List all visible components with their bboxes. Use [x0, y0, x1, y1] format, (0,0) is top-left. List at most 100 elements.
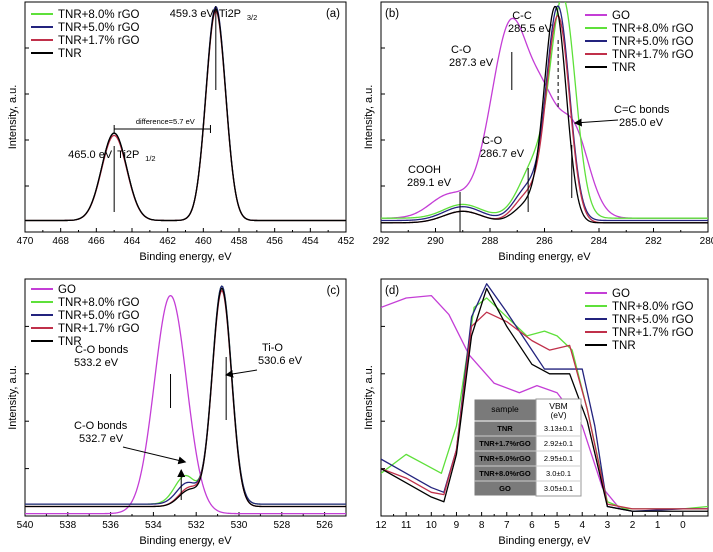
table-header-cell: sample — [491, 404, 519, 414]
peak-annotation: 285.5 eV — [508, 23, 553, 35]
table-cell-value: 3.05±0.1 — [544, 484, 573, 493]
x-tick-label: 538 — [59, 520, 76, 531]
peak-annotation: 289.1 eV — [407, 177, 452, 189]
x-tick-label: 1 — [655, 520, 661, 531]
peak-annotation: C=C bonds — [614, 104, 670, 116]
x-tick-label: 4 — [579, 520, 585, 531]
table-cell-value: 2.92±0.1 — [544, 439, 573, 448]
legend-entry: TNR+5.0% rGO — [612, 314, 694, 326]
x-tick-label: 456 — [266, 236, 283, 247]
peak-annotation: Ti-O — [262, 342, 283, 354]
peak-annotation: 287.3 eV — [449, 57, 494, 69]
x-tick-label: 5 — [554, 520, 560, 531]
table-header-cell: (eV) — [550, 410, 566, 420]
legend-entry: TNR+5.0% rGO — [58, 310, 140, 322]
peak-annotation: 532.7 eV — [79, 433, 124, 445]
peak-annotation: 465.0 eV — [68, 149, 113, 161]
difference-annotation: difference=5.7 eV — [136, 117, 195, 126]
peak-annotation: C-O bonds — [75, 344, 129, 356]
table-cell-sample: TNR+1.7%rGO — [479, 439, 531, 448]
legend-entry: TNR+8.0% rGO — [612, 23, 694, 35]
x-tick-label: 452 — [338, 236, 355, 247]
plot-frame — [24, 278, 347, 517]
x-axis-label: Binding energy, eV — [139, 535, 232, 547]
x-tick-label: 464 — [124, 236, 141, 247]
peak-annotation: 285.0 eV — [619, 117, 664, 129]
legend-entry: TNR+5.0% rGO — [58, 22, 140, 34]
table-cell-value: 3.13±0.1 — [544, 424, 573, 433]
legend-entry: TNR — [58, 336, 82, 348]
table-cell-value: 2.95±0.1 — [544, 454, 573, 463]
series-line-tnr-5-0-rgo — [381, 5, 708, 222]
x-tick-label: 0 — [680, 520, 686, 531]
peak-annotation: COOH — [408, 164, 441, 176]
y-axis-label: Intensity, a.u. — [7, 365, 19, 430]
panel-b: 292 290 288 286 284 282 280 Binding energy, eV I… — [363, 1, 713, 263]
x-tick-label: 284 — [591, 236, 608, 247]
x-tick-label: 3 — [605, 520, 611, 531]
x-tick-label: 470 — [17, 236, 34, 247]
x-tick-label: 286 — [536, 236, 553, 247]
legend-entry: TNR+1.7% rGO — [58, 35, 140, 47]
peak-annotation: 286.7 eV — [480, 148, 525, 160]
x-tick-label: 292 — [373, 236, 390, 247]
x-tick-label: 12 — [375, 520, 387, 531]
peak-annotation: C-O — [482, 135, 503, 147]
x-tick-label: 536 — [102, 520, 119, 531]
peak-annotation: Ti2P — [219, 8, 241, 20]
x-tick-label: 9 — [454, 520, 460, 531]
table-cell-sample: TNR+8.0%rGO — [479, 469, 531, 478]
legend-entry: TNR — [58, 48, 82, 60]
y-axis-label: Intensity, a.u. — [363, 365, 375, 430]
table-header-cell: VBM — [549, 401, 567, 411]
series-line-tnr — [381, 5, 708, 224]
x-tick-label: 280 — [700, 236, 713, 247]
peak-arrow — [573, 118, 619, 127]
legend-entry: TNR+8.0% rGO — [58, 9, 140, 21]
series-group — [381, 283, 708, 512]
panel-a: 470 468 466 464 462 460 458 456 454 452 Binding en… — [7, 1, 355, 263]
series-line-tnr-8-0-rgo — [381, 297, 708, 510]
series-line-tnr-5-0-rgo — [25, 285, 346, 505]
x-tick-label: 290 — [427, 236, 444, 247]
x-tick-label: 466 — [88, 236, 105, 247]
peak-annotation: 459.3 eV — [170, 8, 215, 20]
x-tick-label: 460 — [195, 236, 212, 247]
peak-arrow — [225, 369, 258, 378]
x-tick-label: 526 — [316, 520, 333, 531]
legend-entry: GO — [612, 288, 630, 300]
x-tick-label: 534 — [145, 520, 162, 531]
x-tick-label: 528 — [273, 520, 290, 531]
peak-annotation: 530.6 eV — [258, 355, 303, 367]
legend-entry: TNR+1.7% rGO — [58, 323, 140, 335]
series-line-tnr — [25, 8, 346, 222]
table-cell-sample: TNR — [497, 424, 513, 433]
x-tick-label: 11 — [401, 520, 412, 531]
x-tick-label: 288 — [482, 236, 499, 247]
vbm-table: sample VBM(eV) TNR 3.13±0.1 TNR+1.7%rGO 2.92±… — [473, 398, 582, 497]
x-tick-label: 6 — [529, 520, 535, 531]
table-cell-sample: GO — [499, 484, 511, 493]
peak-annotation: 533.2 eV — [74, 357, 119, 369]
table-value-column — [535, 398, 582, 497]
x-axis-label: Binding energy, eV — [498, 535, 591, 547]
peak-subscript: 3/2 — [247, 13, 257, 22]
x-tick-label: 532 — [188, 520, 205, 531]
panel-label: (b) — [385, 8, 399, 20]
x-tick-label: 462 — [159, 236, 176, 247]
peak-annotation: C-O — [451, 44, 472, 56]
series-line-tnr — [25, 287, 346, 508]
legend-entry: GO — [58, 284, 76, 296]
table-header-column — [473, 398, 537, 497]
series-line-go — [25, 294, 346, 515]
legend-entry: TNR+8.0% rGO — [612, 301, 694, 313]
legend-entry: TNR+1.7% rGO — [612, 327, 694, 339]
x-tick-label: 8 — [479, 520, 485, 531]
x-tick-label: 2 — [630, 520, 636, 531]
panel-c: 540 538 536 534 532 530 528 526 Binding energy, … — [7, 278, 347, 547]
x-axis-label: Binding energy, eV — [498, 251, 591, 263]
panel-label: (a) — [326, 8, 340, 20]
legend-entry: TNR+1.7% rGO — [612, 49, 694, 61]
